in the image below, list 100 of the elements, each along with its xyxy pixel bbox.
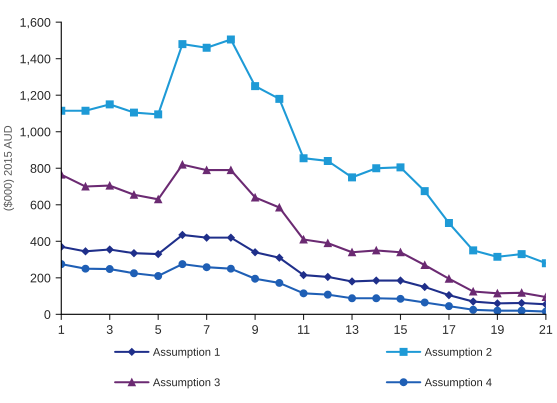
point — [154, 250, 162, 258]
x-tick-label: 19 — [491, 325, 504, 334]
y-tick-label: 200 — [30, 274, 50, 282]
point — [348, 173, 356, 182]
point — [469, 288, 478, 296]
point — [202, 166, 211, 174]
y-tick-label: 1,200 — [20, 91, 50, 102]
point — [226, 166, 235, 174]
point — [130, 269, 138, 278]
point — [469, 306, 478, 314]
point — [130, 190, 138, 199]
point — [348, 294, 356, 302]
legend-label: Assumption 2 — [424, 348, 492, 358]
point — [130, 249, 138, 258]
point — [154, 110, 162, 118]
legend-label: Assumption 4 — [424, 378, 492, 388]
point — [372, 294, 380, 302]
point — [518, 299, 526, 307]
point — [324, 290, 332, 299]
point — [154, 195, 162, 204]
point — [251, 274, 260, 283]
point — [444, 302, 453, 310]
point — [469, 298, 478, 306]
point — [396, 276, 404, 285]
y-tick-label: 1,600 — [20, 18, 50, 28]
x-tick-label: 5 — [155, 325, 162, 334]
point — [444, 274, 453, 283]
point — [106, 100, 114, 108]
point — [493, 289, 502, 298]
y-axis-title: ($000) 2015 AUD — [3, 126, 14, 210]
point — [372, 164, 380, 172]
point — [444, 291, 453, 300]
point — [82, 106, 90, 115]
point — [106, 246, 114, 254]
x-tick-label: 7 — [204, 325, 210, 334]
point — [226, 36, 235, 44]
x-tick-label: 13 — [346, 325, 358, 334]
point — [82, 264, 90, 273]
point — [324, 239, 332, 248]
y-tick-label: 0 — [44, 310, 50, 319]
point — [324, 156, 332, 165]
point — [493, 299, 502, 308]
point — [518, 306, 526, 314]
y-tick-label: 1,400 — [20, 54, 50, 65]
point — [82, 247, 90, 256]
point — [275, 254, 284, 262]
y-tick-label: 400 — [30, 237, 50, 246]
legend-label: Assumption 1 — [152, 348, 220, 358]
x-tick-label: 17 — [442, 325, 456, 334]
point — [469, 246, 478, 254]
point — [300, 289, 308, 298]
x-tick-label: 21 — [540, 325, 552, 334]
point — [251, 82, 260, 90]
point — [251, 193, 260, 202]
point — [178, 40, 186, 48]
point — [178, 230, 186, 239]
point — [493, 252, 502, 261]
point — [130, 108, 138, 117]
x-tick-label: 9 — [252, 325, 258, 334]
point — [275, 204, 284, 212]
point — [251, 248, 260, 256]
point — [420, 187, 429, 196]
point — [420, 261, 429, 270]
point — [202, 263, 211, 272]
point — [300, 154, 308, 162]
x-tick-label: 3 — [106, 325, 113, 334]
point — [372, 276, 380, 285]
point — [226, 264, 235, 273]
point — [396, 248, 404, 256]
point — [348, 278, 356, 286]
point — [372, 246, 380, 254]
point — [178, 160, 186, 169]
point — [226, 234, 235, 242]
point — [275, 278, 284, 287]
point — [106, 265, 114, 274]
point — [300, 271, 308, 280]
point — [178, 260, 186, 268]
point — [324, 272, 332, 281]
point — [396, 163, 404, 172]
y-tick-label: 1,000 — [20, 128, 50, 138]
point — [82, 182, 90, 191]
x-tick-label: 1 — [58, 325, 64, 334]
point — [300, 235, 308, 244]
point — [202, 234, 211, 242]
x-tick-label: 15 — [394, 325, 407, 334]
point — [444, 219, 453, 228]
x-tick-label: 11 — [298, 325, 310, 334]
point — [275, 94, 284, 103]
point — [420, 298, 429, 306]
y-tick-label: 800 — [30, 164, 50, 173]
point — [518, 250, 526, 258]
point — [493, 306, 502, 314]
point — [154, 272, 162, 280]
point — [396, 294, 404, 303]
point — [106, 182, 114, 190]
point — [518, 288, 526, 297]
point — [202, 44, 211, 52]
point — [348, 248, 356, 256]
legend-label: Assumption 3 — [152, 378, 220, 388]
point — [420, 282, 429, 291]
